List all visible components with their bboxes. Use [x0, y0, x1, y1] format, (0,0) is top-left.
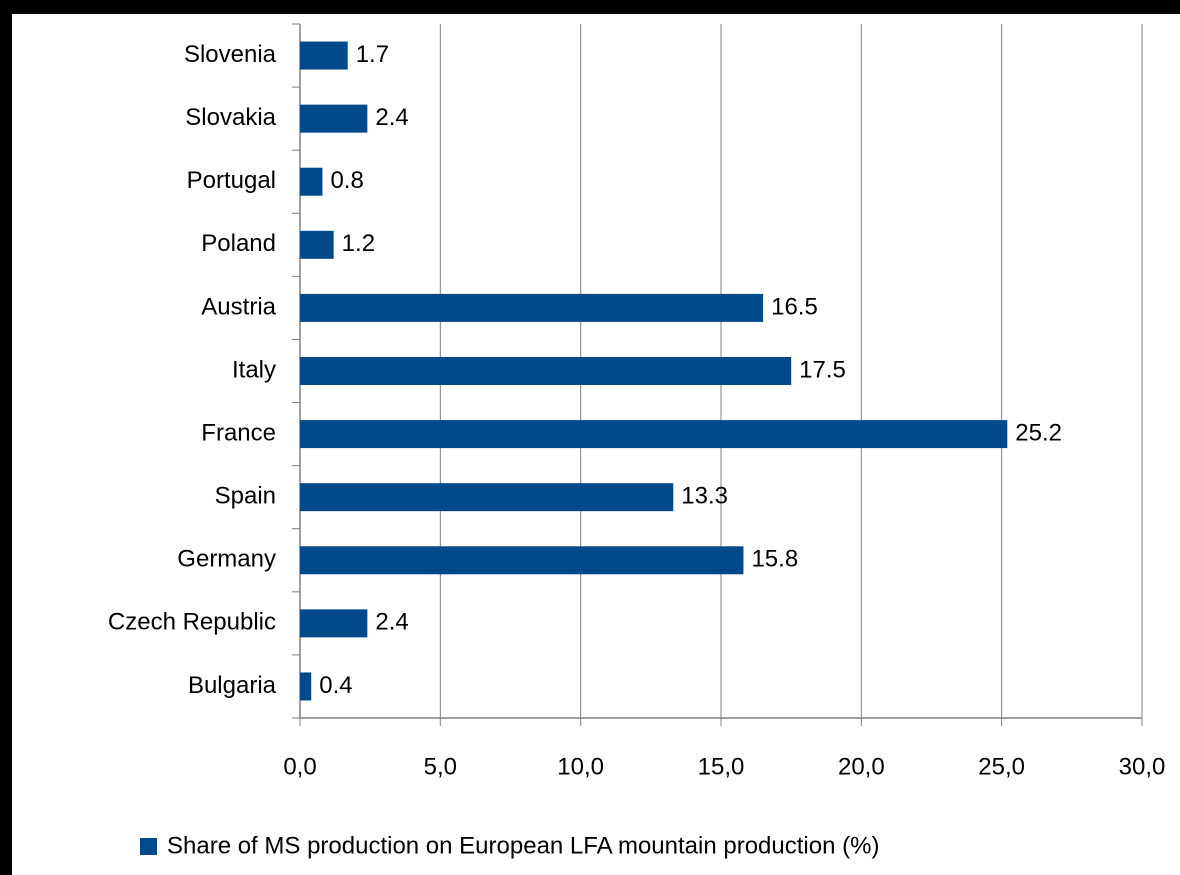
- data-label: 2.4: [375, 609, 408, 636]
- y-tick-label: Poland: [201, 230, 276, 257]
- bar: [300, 483, 674, 512]
- data-label: 16.5: [771, 293, 818, 320]
- bar: [300, 41, 348, 70]
- x-tick-label: 20,0: [838, 753, 885, 780]
- x-tick-label: 10,0: [557, 753, 604, 780]
- bar: [300, 609, 368, 638]
- x-tick-label: 0,0: [283, 753, 316, 780]
- bar: [300, 357, 792, 385]
- data-label: 15.8: [751, 546, 798, 573]
- y-tick-label: Czech Republic: [108, 609, 276, 636]
- frame-top: [0, 0, 1180, 14]
- x-tick-label: 30,0: [1119, 753, 1166, 780]
- y-tick-label: Portugal: [187, 167, 276, 194]
- bar: [300, 167, 323, 196]
- bar: [300, 546, 744, 575]
- bar: [300, 672, 312, 701]
- y-tick-label: Italy: [232, 356, 276, 383]
- data-label: 13.3: [681, 483, 728, 510]
- data-label: 17.5: [799, 356, 846, 383]
- y-tick-label: Austria: [201, 293, 276, 320]
- data-label: 25.2: [1015, 419, 1062, 446]
- data-label: 1.2: [342, 230, 375, 257]
- x-tick-label: 25,0: [978, 753, 1025, 780]
- y-tick-label: Germany: [177, 546, 276, 573]
- y-tick-label: France: [201, 419, 276, 446]
- y-tick-label: Slovenia: [184, 41, 277, 68]
- frame-left: [0, 0, 12, 875]
- bar: [300, 293, 764, 322]
- bar: [300, 420, 1008, 449]
- y-tick-label: Slovakia: [185, 104, 276, 131]
- bar: [300, 104, 368, 133]
- legend-label: Share of MS production on European LFA m…: [167, 832, 879, 859]
- x-tick-label: 15,0: [698, 753, 745, 780]
- data-label: 0.4: [319, 672, 352, 699]
- bar: [300, 230, 334, 259]
- data-label: 1.7: [356, 41, 389, 68]
- data-label: 2.4: [375, 104, 408, 131]
- x-tick-label: 5,0: [424, 753, 457, 780]
- data-label: 0.8: [330, 167, 363, 194]
- y-tick-label: Spain: [215, 483, 276, 510]
- y-tick-label: Bulgaria: [188, 672, 277, 699]
- legend-swatch: [140, 838, 157, 855]
